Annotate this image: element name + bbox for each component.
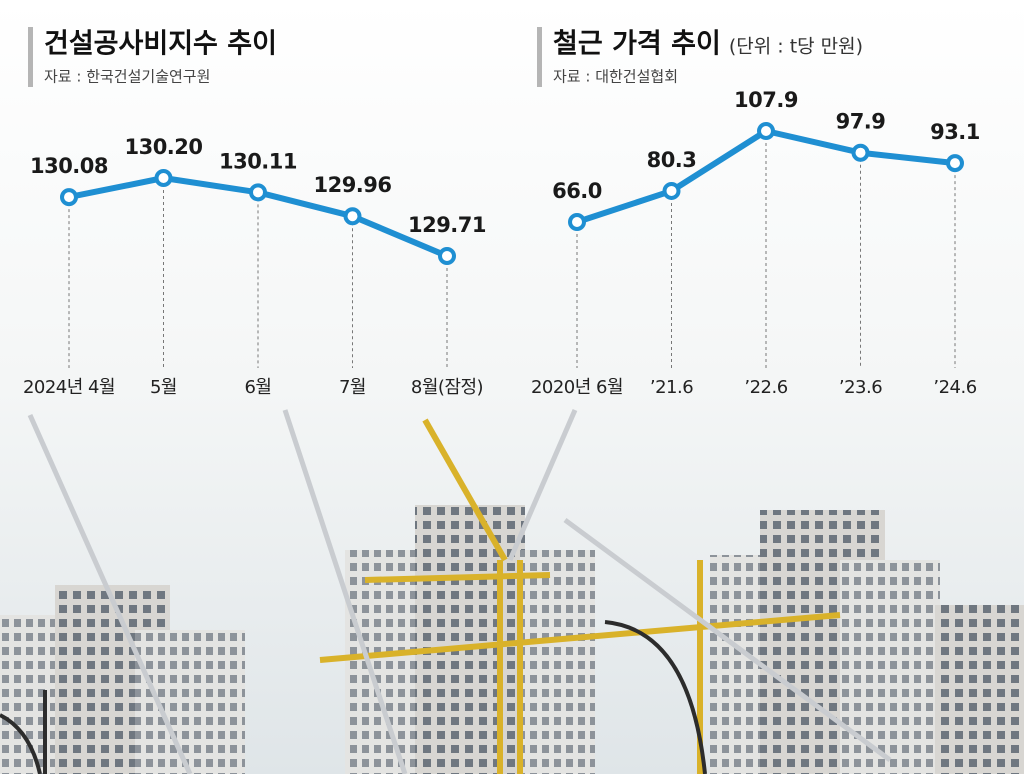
- chart-title: 건설공사비지수 추이: [44, 29, 277, 60]
- data-point: [343, 207, 362, 226]
- data-label: 80.3: [647, 148, 697, 172]
- x-tick-label: ’22.6: [744, 377, 787, 398]
- data-point: [438, 247, 456, 265]
- data-label: 129.96: [313, 173, 391, 197]
- x-tick-label: 2024년 4월: [23, 377, 115, 398]
- data-label: 129.71: [408, 213, 486, 237]
- x-tick-label: ’23.6: [839, 377, 882, 398]
- data-label: 130.11: [219, 149, 297, 173]
- data-point: [249, 183, 267, 202]
- x-tick-label: 2020년 6월: [531, 377, 623, 398]
- data-label: 130.20: [124, 135, 202, 159]
- x-tick-label: 7월: [339, 377, 366, 398]
- data-label: 93.1: [930, 120, 980, 144]
- x-tick-label: ’24.6: [933, 377, 976, 398]
- chart-subtitle: (단위 : t당 만원): [729, 36, 863, 58]
- x-tick-label: 5월: [150, 377, 177, 398]
- data-label: 130.08: [30, 154, 108, 178]
- data-point: [568, 213, 586, 231]
- data-label: 66.0: [552, 179, 602, 203]
- x-tick-label: ’21.6: [650, 377, 693, 398]
- data-point: [60, 188, 78, 207]
- data-label: 97.9: [836, 110, 886, 134]
- data-point: [757, 122, 775, 140]
- source: 자료 : 대한건설협회: [553, 68, 678, 86]
- chart-title: 철근 가격 추이: [553, 29, 721, 60]
- data-point: [851, 143, 870, 162]
- data-point: [154, 169, 173, 187]
- data-label: 107.9: [734, 88, 798, 112]
- data-point: [946, 154, 964, 173]
- source: 자료 : 한국건설기술연구원: [44, 68, 210, 86]
- x-tick-label: 8월(잠정): [411, 377, 483, 398]
- x-tick-label: 6월: [244, 377, 271, 398]
- data-point: [662, 181, 681, 200]
- title-bar: [28, 27, 33, 87]
- title-bar: [537, 27, 542, 87]
